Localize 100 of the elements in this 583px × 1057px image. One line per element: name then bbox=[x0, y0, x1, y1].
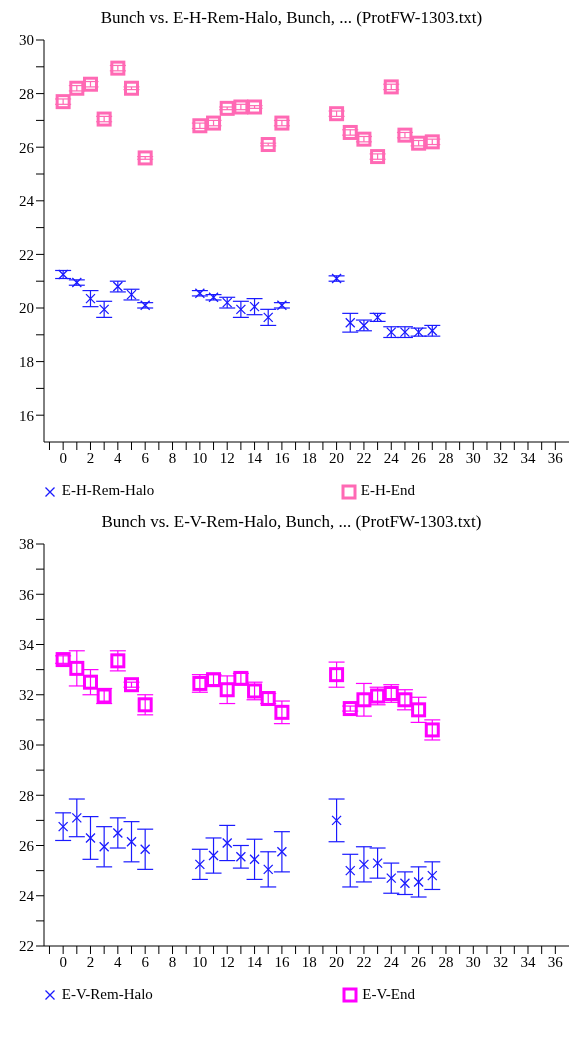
y-tick-label: 38 bbox=[19, 535, 34, 552]
point bbox=[413, 876, 424, 887]
x-tick-label: 20 bbox=[329, 953, 345, 970]
point bbox=[345, 865, 356, 876]
y-tick-label: 24 bbox=[19, 887, 35, 904]
y-tick-label: 20 bbox=[19, 300, 34, 317]
point bbox=[235, 304, 247, 315]
x-tick-label: 10 bbox=[192, 953, 208, 970]
point bbox=[55, 94, 71, 110]
point bbox=[260, 137, 276, 153]
point bbox=[99, 841, 110, 852]
chart-title: Bunch vs. E-H-Rem-Halo, Bunch, ... (ProtFW-1303.txt) bbox=[99, 8, 484, 28]
x-tick-label: 20 bbox=[329, 449, 345, 466]
x-tick-label: 22 bbox=[356, 449, 372, 466]
point bbox=[276, 846, 288, 857]
x-tick-label: 36 bbox=[547, 953, 564, 970]
x-tick-label: 22 bbox=[356, 953, 372, 970]
x-tick-label: 12 bbox=[219, 953, 235, 970]
point bbox=[206, 115, 222, 131]
point bbox=[397, 127, 413, 143]
chart-title: Bunch vs. E-V-Rem-Halo, Bunch, ... (ProtFW-1303.txt) bbox=[100, 511, 483, 532]
y-tick-label: 28 bbox=[19, 85, 34, 102]
x-tick-label: 2 bbox=[86, 953, 95, 970]
x-tick-label: 8 bbox=[168, 953, 177, 970]
x-tick-label: 32 bbox=[493, 449, 509, 466]
point bbox=[424, 721, 440, 737]
x-tick-label: 4 bbox=[114, 449, 123, 466]
point bbox=[85, 293, 96, 304]
point bbox=[263, 863, 274, 875]
x-tick-label: 30 bbox=[465, 449, 481, 466]
x-tick-label: 16 bbox=[274, 953, 290, 970]
point bbox=[331, 814, 342, 826]
y-tick-label: 16 bbox=[19, 407, 35, 424]
x-tick-label: 0 bbox=[59, 449, 67, 466]
x-tick-label: 14 bbox=[247, 953, 263, 970]
x-tick-label: 14 bbox=[247, 449, 263, 466]
legend-label: E-H-End bbox=[360, 482, 415, 498]
x-tick-label: 24 bbox=[383, 449, 400, 466]
point bbox=[140, 843, 151, 854]
point bbox=[82, 674, 98, 690]
x-tick-label: 18 bbox=[301, 953, 317, 970]
y-tick-label: 26 bbox=[19, 139, 35, 156]
point bbox=[411, 701, 427, 717]
y-tick-label: 30 bbox=[19, 32, 34, 49]
point bbox=[137, 696, 153, 712]
x-tick-label: 8 bbox=[168, 449, 177, 466]
point bbox=[372, 312, 383, 323]
x-tick-label: 26 bbox=[411, 953, 427, 970]
point bbox=[85, 832, 96, 843]
x-tick-label: 24 bbox=[383, 953, 400, 970]
point bbox=[69, 660, 85, 676]
point bbox=[57, 821, 69, 832]
point bbox=[274, 704, 290, 720]
point bbox=[329, 106, 345, 122]
point bbox=[112, 281, 123, 292]
point bbox=[370, 149, 386, 165]
x-tick-label: 18 bbox=[301, 449, 317, 466]
point bbox=[274, 115, 290, 131]
x-tick-label: 34 bbox=[520, 449, 536, 466]
x-tick-label: 10 bbox=[192, 449, 208, 466]
point bbox=[110, 652, 126, 668]
x-tick-label: 28 bbox=[438, 953, 454, 970]
x-tick-label: 6 bbox=[141, 449, 150, 466]
y-tick-label: 26 bbox=[19, 837, 35, 854]
point bbox=[192, 118, 208, 134]
point bbox=[356, 691, 372, 707]
x-tick-label: 2 bbox=[86, 449, 95, 466]
y-tick-label: 18 bbox=[19, 353, 34, 370]
x-tick-label: 28 bbox=[438, 449, 454, 466]
y-tick-label: 36 bbox=[19, 586, 35, 603]
legend-label: E-V-Rem-Halo bbox=[61, 985, 153, 1002]
y-tick-label: 22 bbox=[19, 937, 34, 954]
point bbox=[329, 666, 345, 682]
y-tick-label: 22 bbox=[19, 246, 34, 263]
x-tick-label: 4 bbox=[114, 953, 123, 970]
point bbox=[137, 150, 153, 166]
x-tick-label: 32 bbox=[493, 953, 509, 970]
point bbox=[372, 857, 383, 868]
y-tick-label: 34 bbox=[19, 636, 35, 653]
y-tick-label: 32 bbox=[19, 686, 34, 703]
point bbox=[358, 858, 370, 870]
legend-label: E-H-Rem-Halo bbox=[61, 482, 155, 498]
point bbox=[383, 79, 399, 95]
point bbox=[124, 80, 139, 96]
point bbox=[342, 700, 358, 716]
x-tick-label: 0 bbox=[59, 953, 67, 970]
point bbox=[110, 60, 126, 76]
legend-label: E-V-End bbox=[362, 985, 415, 1002]
y-tick-label: 28 bbox=[19, 787, 34, 804]
point bbox=[399, 877, 411, 888]
point bbox=[219, 681, 235, 697]
x-tick-label: 34 bbox=[520, 953, 536, 970]
point bbox=[194, 858, 206, 870]
x-tick-label: 30 bbox=[465, 953, 481, 970]
x-tick-label: 16 bbox=[274, 449, 290, 466]
y-tick-label: 30 bbox=[19, 736, 34, 753]
point bbox=[96, 111, 112, 127]
y-tick-label: 24 bbox=[19, 193, 35, 210]
point bbox=[331, 273, 342, 284]
point bbox=[427, 870, 438, 881]
